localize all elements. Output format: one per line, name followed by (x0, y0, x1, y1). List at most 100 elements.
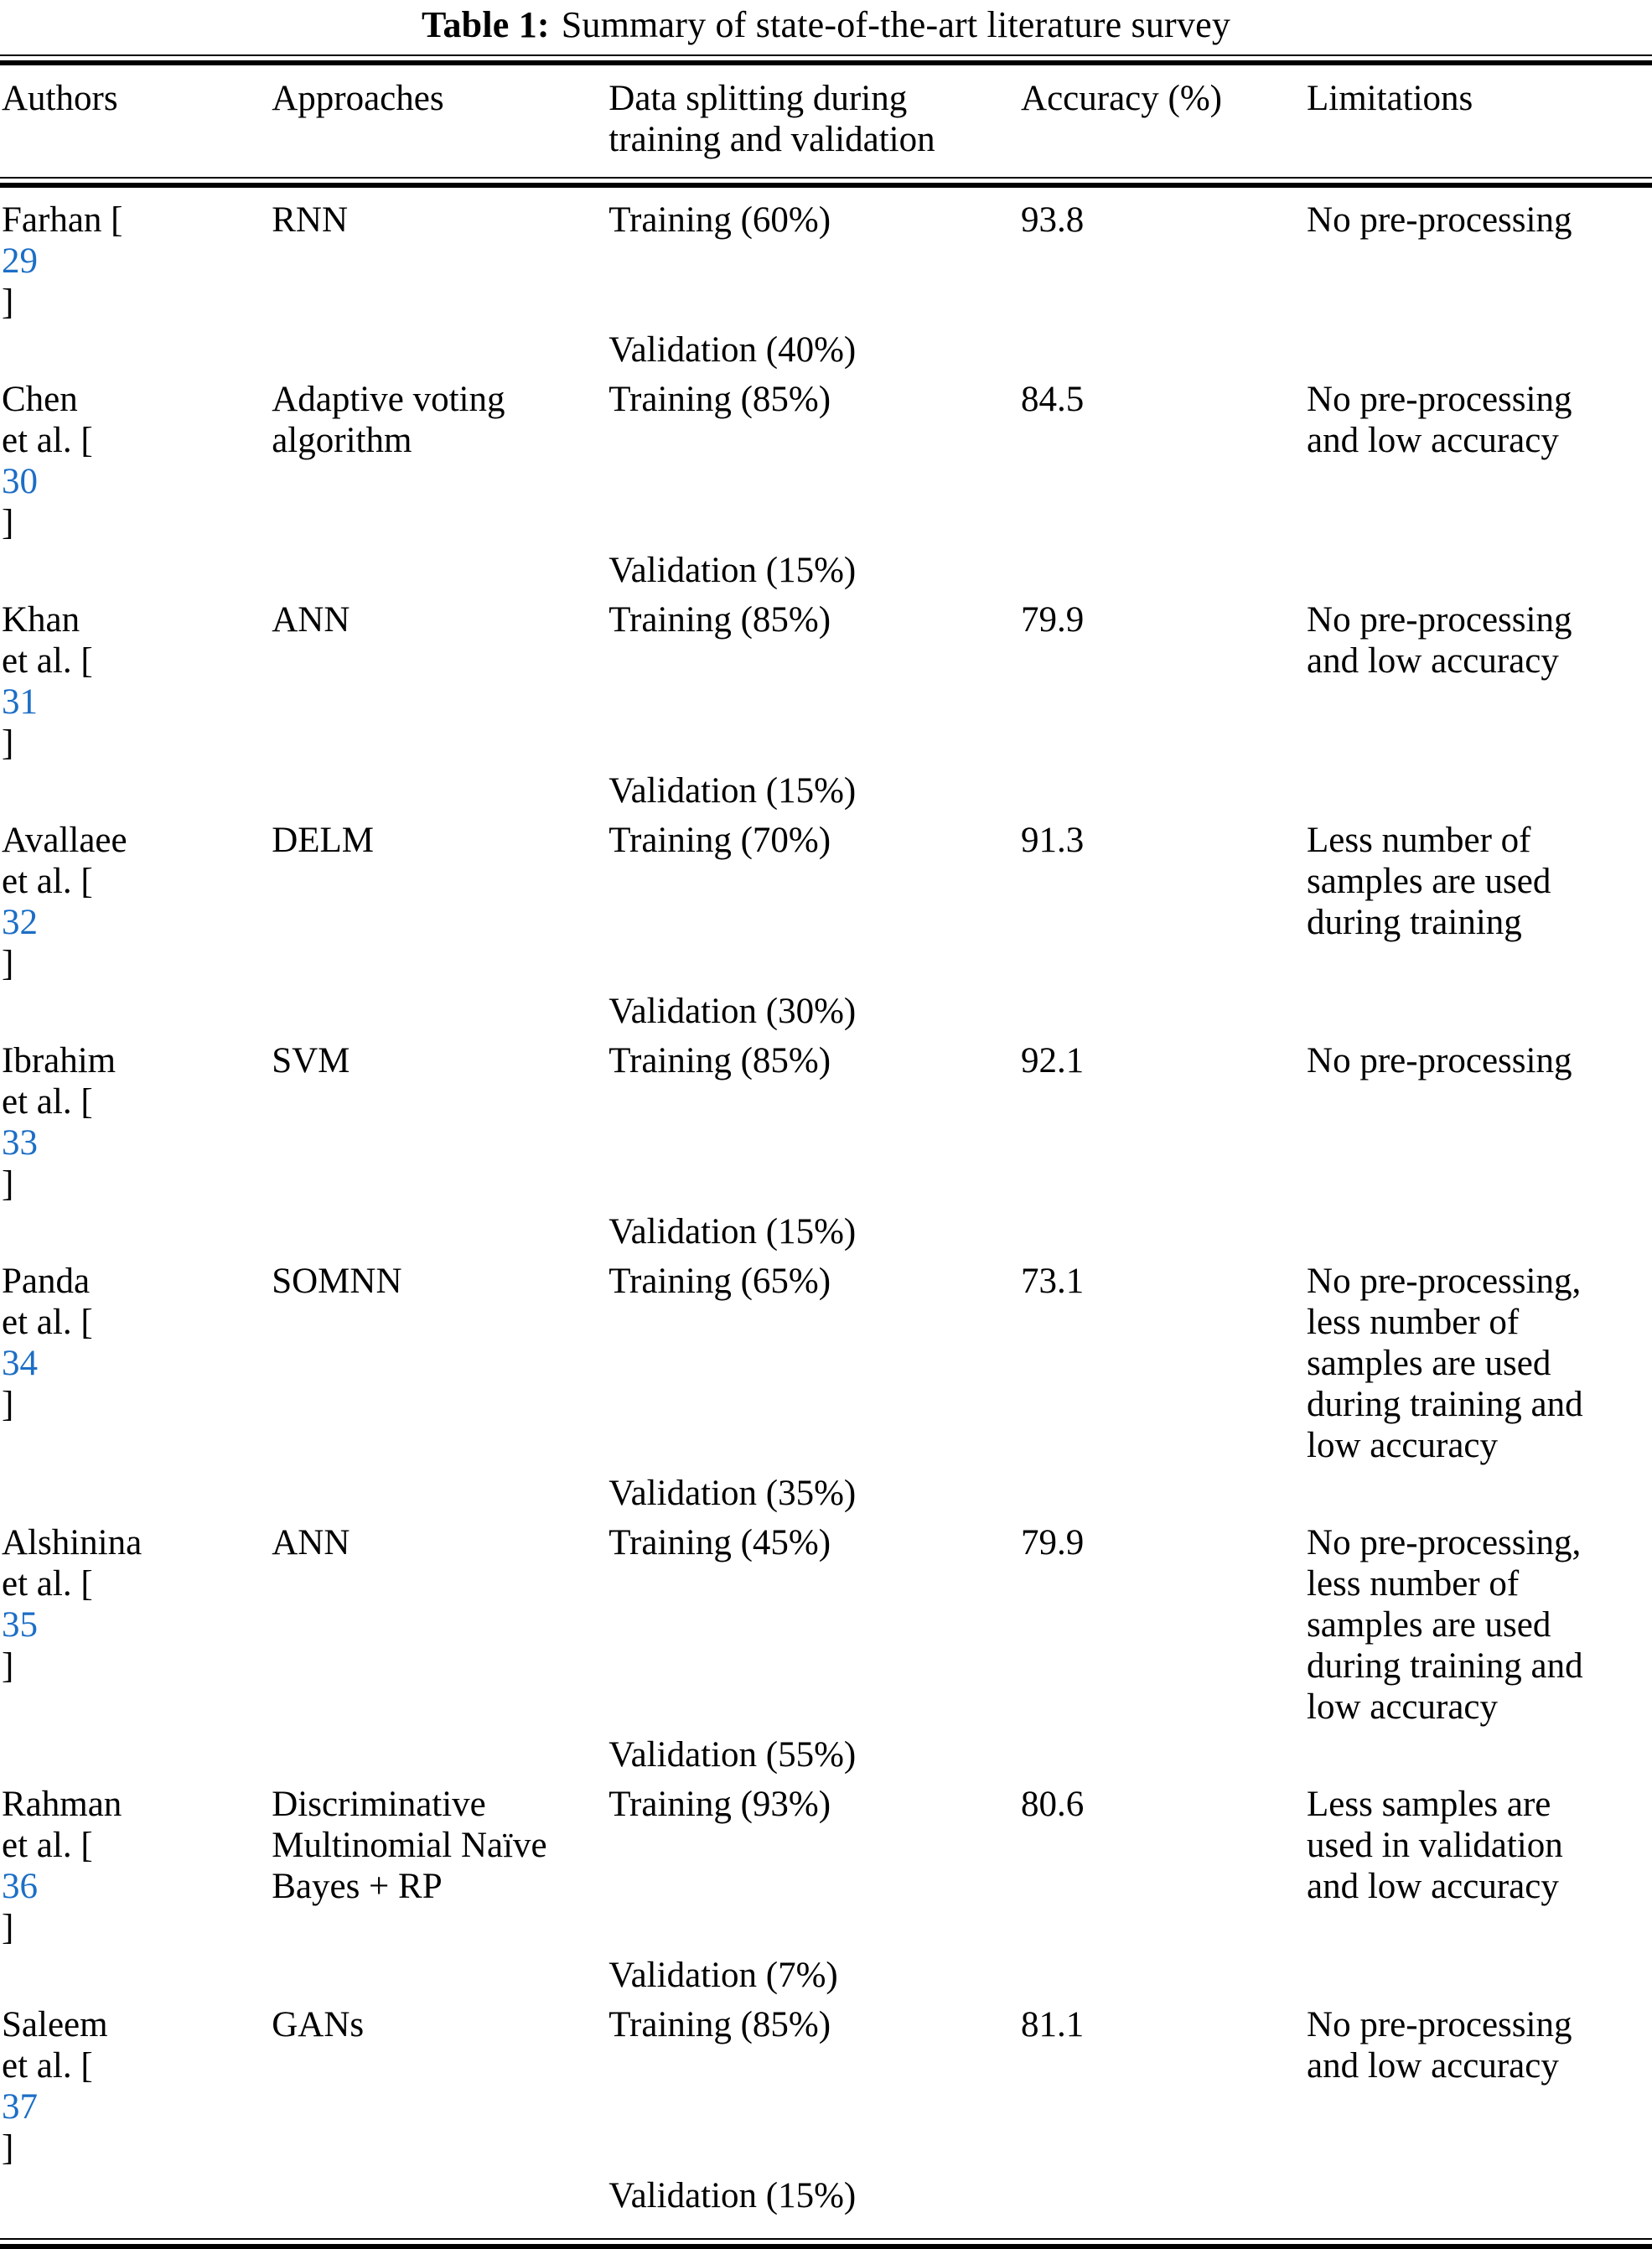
limitation-line: low accuracy (1307, 1426, 1499, 1465)
limitation-line: and low accuracy (1307, 1867, 1559, 1906)
table-header-row: Authors Approaches Data splitting during… (0, 65, 1652, 177)
author-line: et al. [36] (2, 1825, 272, 1948)
author-line: et al. [34] (2, 1302, 272, 1425)
limitation-line: during training and (1307, 1646, 1583, 1686)
limitations-cell: Less samples are used in validation and lo… (1307, 1784, 1652, 1948)
rule-thick-line (0, 183, 1652, 188)
training-split-cell: Training (60%) (608, 200, 831, 240)
limitations-cell: No pre-processing and low accuracy (1307, 379, 1652, 543)
approach-cell: GANs (272, 2004, 608, 2169)
accuracy-cell: 79.9 (1021, 1523, 1085, 1562)
author-line: Saleem (2, 2005, 108, 2044)
validation-split-cell: Validation (55%) (608, 1735, 857, 1775)
col-header-authors: Authors (2, 79, 118, 118)
limitation-line: Less number of (1307, 821, 1531, 860)
limitation-line: No pre-processing (1307, 2005, 1572, 2044)
author-line: et al. [30] (2, 420, 272, 543)
approach-cell: ANN (272, 1522, 608, 1728)
author-line: et al. [31] (2, 640, 272, 764)
citation-link[interactable]: 37 (2, 2087, 38, 2127)
approach-line: Adaptive voting (272, 380, 505, 419)
limitation-line: used in validation (1307, 1826, 1563, 1865)
citation-link[interactable]: 29 (2, 241, 38, 281)
table-caption: Table 1: Summary of state-of-the-art lite… (0, 3, 1652, 47)
rule-thick-line (0, 2244, 1652, 2249)
rule-thick-line (0, 60, 1652, 65)
col-header-split-line2: training and validation (608, 120, 935, 159)
limitations-cell: No pre-processing (1307, 1040, 1652, 1205)
citation-link[interactable]: 31 (2, 682, 38, 722)
author-line: et al. [33] (2, 1081, 272, 1205)
approach-line: algorithm (272, 421, 412, 460)
training-split-cell: Training (45%) (608, 1523, 831, 1562)
author-cell: Rahman et al. [36] (0, 1784, 272, 1948)
table-label: Table 1: (421, 4, 550, 45)
rule-thin-line (0, 177, 1652, 179)
limitations-cell: Less number of samples are used during tra… (1307, 820, 1652, 984)
table-caption-text: Summary of state-of-the-art literature s… (561, 4, 1231, 45)
limitation-line: No pre-processing (1307, 380, 1572, 419)
accuracy-cell: 84.5 (1021, 380, 1085, 419)
author-cell: Ibrahim et al. [33] (0, 1040, 272, 1205)
validation-split-cell: Validation (35%) (608, 1474, 857, 1513)
validation-split-cell: Validation (15%) (608, 1212, 857, 1251)
col-header-limitations: Limitations (1307, 79, 1473, 118)
limitation-line: samples are used (1307, 1605, 1551, 1645)
citation-link[interactable]: 30 (2, 462, 38, 501)
author-line: Rahman (2, 1785, 122, 1824)
approach-line: ANN (272, 600, 350, 640)
limitation-line: samples are used (1307, 862, 1551, 901)
limitations-cell: No pre-processing and low accuracy (1307, 599, 1652, 764)
col-header-data-splitting: Data splitting during training and valid… (608, 78, 1021, 160)
table-body: Farhan [29] RNN Training (60%) 93.8 No pre-p… (0, 188, 1652, 2238)
author-line: Chen (2, 380, 78, 419)
header-divider (0, 177, 1652, 188)
author-cell: Chen et al. [30] (0, 379, 272, 543)
accuracy-cell: 91.3 (1021, 821, 1085, 860)
approach-line: Multinomial Naïve (272, 1826, 547, 1865)
author-cell: Avallaee et al. [32] (0, 820, 272, 984)
training-split-cell: Training (65%) (608, 1262, 831, 1301)
approach-line: DELM (272, 821, 375, 860)
limitations-cell: No pre-processing (1307, 200, 1652, 323)
approach-line: GANs (272, 2005, 365, 2044)
validation-split-cell: Validation (15%) (608, 2176, 857, 2215)
accuracy-cell: 73.1 (1021, 1262, 1085, 1301)
author-line: et al. [37] (2, 2045, 272, 2169)
author-line: Ibrahim (2, 1041, 117, 1080)
limitation-line: low accuracy (1307, 1687, 1499, 1727)
limitations-cell: No pre-processing, less number of samples … (1307, 1261, 1652, 1466)
training-split-cell: Training (85%) (608, 380, 831, 419)
approach-line: RNN (272, 200, 349, 240)
col-header-approaches: Approaches (272, 79, 444, 118)
citation-link[interactable]: 32 (2, 903, 38, 942)
citation-link[interactable]: 36 (2, 1867, 38, 1906)
limitation-line: less number of (1307, 1564, 1520, 1604)
limitation-line: and low accuracy (1307, 421, 1559, 460)
validation-split-cell: Validation (7%) (608, 1956, 838, 1995)
accuracy-cell: 93.8 (1021, 200, 1085, 240)
limitation-line: less number of (1307, 1303, 1520, 1342)
approach-line: SVM (272, 1041, 350, 1080)
accuracy-cell: 92.1 (1021, 1041, 1085, 1080)
citation-link[interactable]: 33 (2, 1123, 38, 1163)
author-line: Panda (2, 1262, 91, 1301)
validation-split-cell: Validation (15%) (608, 771, 857, 811)
limitation-line: No pre-processing (1307, 600, 1572, 640)
training-split-cell: Training (70%) (608, 821, 831, 860)
approach-line: SOMNN (272, 1262, 402, 1301)
author-line: et al. [35] (2, 1563, 272, 1687)
limitations-cell: No pre-processing and low accuracy (1307, 2004, 1652, 2169)
citation-link[interactable]: 35 (2, 1605, 38, 1645)
author-line: Khan (2, 600, 80, 640)
limitation-line: during training (1307, 903, 1522, 942)
author-cell: Farhan [29] (0, 200, 272, 323)
training-split-cell: Training (93%) (608, 1785, 831, 1824)
limitation-line: No pre-processing, (1307, 1262, 1582, 1301)
top-divider (0, 54, 1652, 65)
citation-link[interactable]: 34 (2, 1344, 38, 1383)
author-cell: Khan et al. [31] (0, 599, 272, 764)
approach-cell: DELM (272, 820, 608, 984)
accuracy-cell: 79.9 (1021, 600, 1085, 640)
